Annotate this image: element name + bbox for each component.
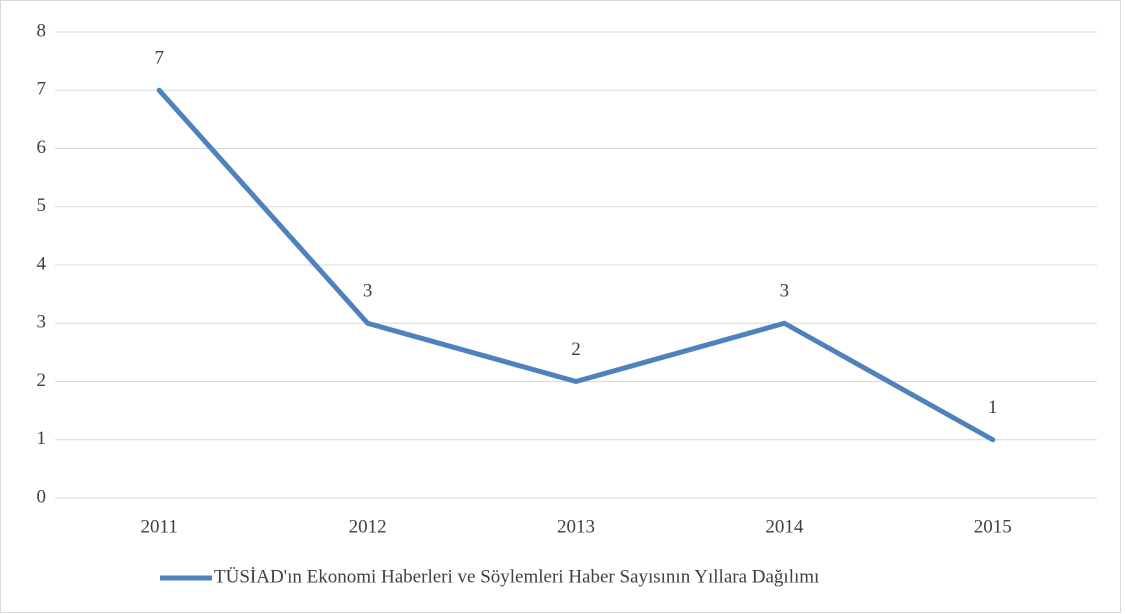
y-tick-label: 1 bbox=[37, 428, 47, 449]
y-tick-label: 5 bbox=[37, 195, 47, 216]
y-tick-label: 8 bbox=[37, 20, 47, 41]
data-label: 3 bbox=[780, 281, 790, 302]
data-label: 3 bbox=[363, 281, 373, 302]
data-label: 7 bbox=[154, 48, 164, 69]
y-tick-label: 0 bbox=[37, 486, 47, 507]
x-tick-label: 2015 bbox=[974, 516, 1012, 537]
y-tick-label: 4 bbox=[37, 253, 47, 274]
x-tick-label: 2014 bbox=[765, 516, 804, 537]
y-tick-label: 7 bbox=[37, 79, 47, 100]
x-tick-label: 2013 bbox=[557, 516, 595, 537]
y-tick-label: 6 bbox=[37, 137, 47, 158]
data-label: 2 bbox=[571, 339, 581, 360]
x-tick-label: 2011 bbox=[141, 516, 178, 537]
x-tick-label: 2012 bbox=[349, 516, 387, 537]
data-label: 1 bbox=[988, 397, 998, 418]
y-tick-label: 2 bbox=[37, 370, 47, 391]
line-series bbox=[156, 87, 996, 443]
y-tick-label: 3 bbox=[37, 312, 47, 333]
legend-label: TÜSİAD'ın Ekonomi Haberleri ve Söylemler… bbox=[214, 566, 819, 587]
